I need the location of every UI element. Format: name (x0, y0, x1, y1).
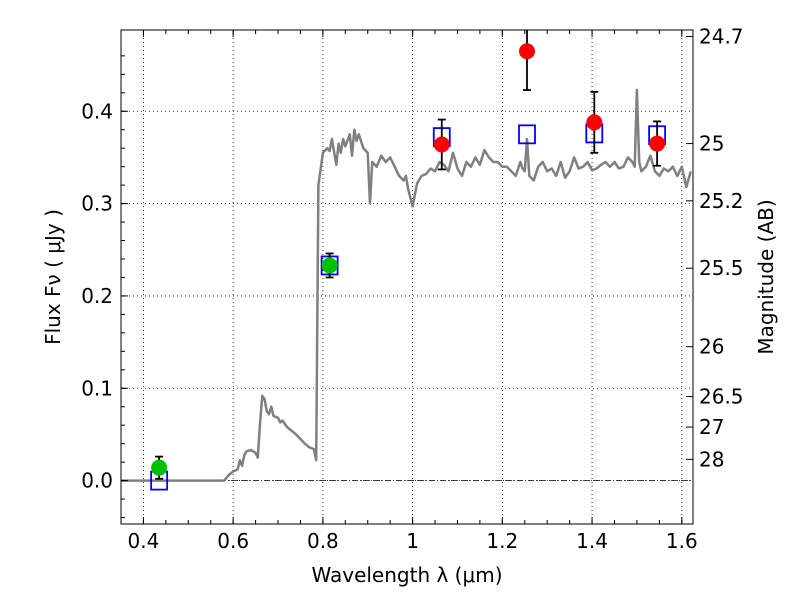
mag-tick-label: 24.7 (699, 24, 744, 48)
model-photometry-square (518, 124, 536, 145)
x-tick-label: 0.8 (307, 529, 339, 553)
y-tick-label: 0.0 (81, 469, 113, 493)
y-tick-label: 0.2 (81, 284, 113, 308)
mag-tick-label: 26 (699, 335, 724, 359)
observed-point (321, 257, 338, 274)
x-tick-label: 1.2 (486, 529, 518, 553)
axes-ticks: 0.4 0.6 0.8 1 1.2 1.4 1.6 0.0 0.1 0.2 0.3 0.4 24.7 25… (81, 24, 743, 553)
mag-tick-label: 27 (699, 415, 724, 439)
y-tick-label: 0.1 (81, 376, 113, 400)
x-axis-title: Wavelength λ (μm) (311, 563, 502, 587)
observed-point (151, 459, 168, 476)
observed-point (649, 135, 666, 152)
mag-tick-label: 25 (699, 132, 724, 156)
y-axis-title: Flux Fν ( μJy ) (41, 209, 65, 345)
observed-point (586, 114, 603, 131)
x-tick-label: 1 (406, 529, 419, 553)
x-tick-label: 0.6 (217, 529, 249, 553)
mag-tick-label: 25.5 (699, 256, 744, 280)
x-tick-label: 1.6 (666, 529, 698, 553)
right-axis-title: Magnitude (AB) (754, 199, 778, 354)
x-tick-label: 0.4 (128, 529, 160, 553)
plot-area (121, 30, 693, 491)
mag-tick-label: 28 (699, 447, 724, 471)
mag-tick-label: 25.2 (699, 189, 744, 213)
observed-point (519, 43, 536, 60)
y-tick-label: 0.4 (81, 99, 113, 123)
model-spectrum-line (121, 88, 693, 482)
observed-point (433, 136, 450, 153)
mag-tick-label: 26.5 (699, 385, 744, 409)
y-tick-label: 0.3 (81, 192, 113, 216)
x-tick-label: 1.4 (576, 529, 608, 553)
grid (121, 30, 693, 524)
